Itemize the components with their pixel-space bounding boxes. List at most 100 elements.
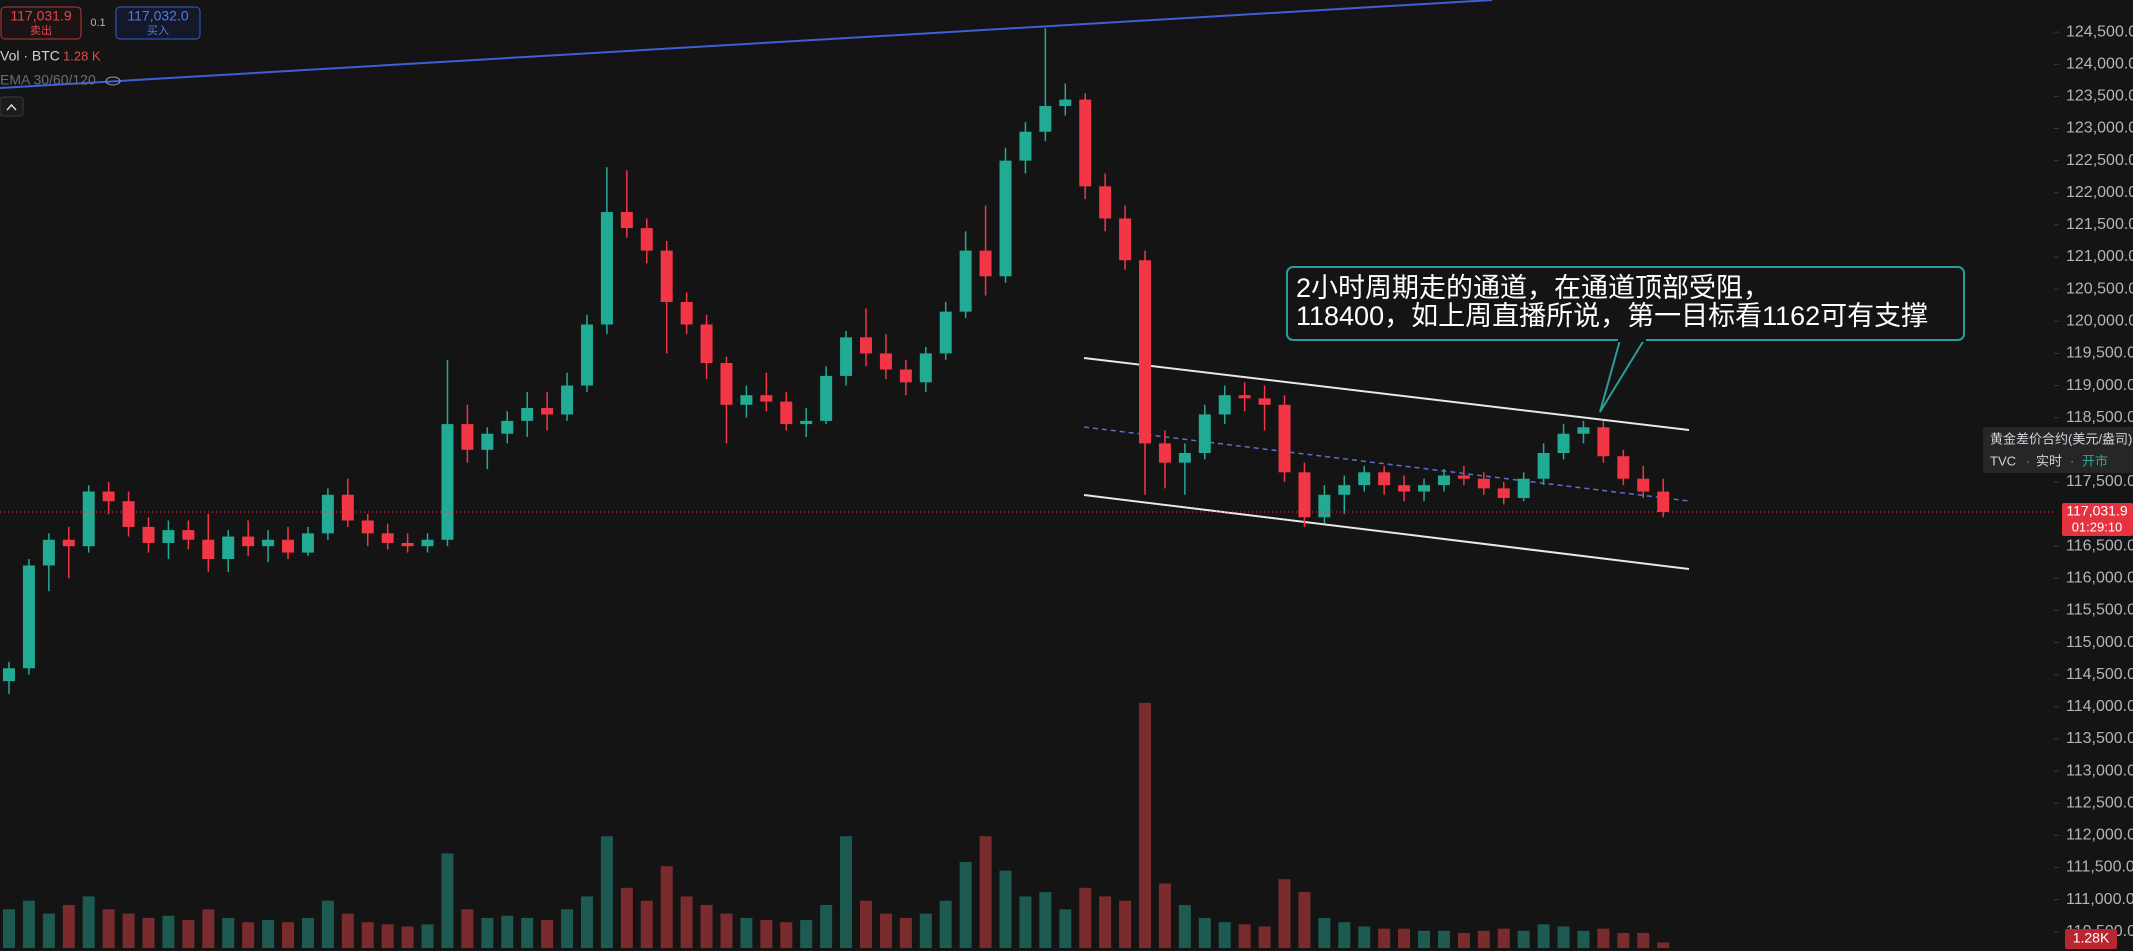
volume-bar xyxy=(820,905,833,948)
volume-label-box xyxy=(2065,929,2117,949)
volume-bar xyxy=(3,909,15,948)
spread: 0.1 xyxy=(90,17,105,29)
candle-body xyxy=(760,395,773,402)
candle-body xyxy=(182,530,195,540)
volume-bar xyxy=(321,900,334,948)
volume-bar xyxy=(1597,928,1610,948)
volume-bar xyxy=(700,905,713,948)
candle-body xyxy=(401,542,414,547)
volume-bar xyxy=(1577,930,1590,948)
volume-bar xyxy=(740,917,753,948)
candles xyxy=(3,28,1670,694)
candle-body xyxy=(62,539,75,547)
volume-bar xyxy=(660,866,673,948)
y-tick-label: 123,500.0 xyxy=(2066,88,2133,105)
volume-bar xyxy=(1258,926,1271,948)
volume-value: 1.28 K xyxy=(63,48,101,63)
volume-bar xyxy=(1238,924,1251,948)
volume-indicator: Vol · BTC xyxy=(0,48,60,64)
volume-bar xyxy=(1378,928,1391,948)
candle-body xyxy=(879,353,892,370)
channel-bottom xyxy=(1083,494,1690,570)
volume-bar xyxy=(600,836,613,948)
volume-bar xyxy=(1099,896,1112,948)
volume-bar xyxy=(202,909,215,948)
volume-bar xyxy=(840,836,853,948)
y-tick-label: 121,000.0 xyxy=(2066,248,2133,265)
candle-body xyxy=(1059,99,1072,107)
candle-body xyxy=(1119,218,1132,261)
ema-indicator[interactable]: EMA 30/60/120 xyxy=(0,72,96,88)
candle-body xyxy=(620,212,633,229)
candle-body xyxy=(700,324,713,364)
candle-body xyxy=(222,536,235,560)
y-tick-label: 119,000.0 xyxy=(2066,377,2133,394)
volume-bar xyxy=(102,909,115,948)
candle-body xyxy=(1198,414,1211,454)
candle-body xyxy=(1238,395,1251,399)
channel-top xyxy=(1083,357,1690,431)
y-tick-label: 111,500.0 xyxy=(2066,859,2133,876)
candle-body xyxy=(740,395,753,405)
candle-body xyxy=(341,494,354,521)
candle-body xyxy=(1517,478,1530,498)
volume-bar xyxy=(282,922,295,948)
volume-bar xyxy=(859,900,872,948)
visibility-icon[interactable] xyxy=(105,76,121,86)
y-tick-label: 118,500.0 xyxy=(2066,409,2133,426)
candle-body xyxy=(1218,395,1231,415)
candle-body xyxy=(820,375,833,421)
candle-body xyxy=(919,353,932,383)
candle-body xyxy=(1597,427,1610,457)
candle-body xyxy=(1477,478,1490,489)
volume-bar xyxy=(1178,905,1191,948)
drawings xyxy=(0,0,1690,570)
volume-bar xyxy=(561,909,574,948)
volume-bar xyxy=(620,887,633,948)
volume-bar xyxy=(1398,928,1411,948)
volume-bar xyxy=(939,900,952,948)
volume-bar xyxy=(680,896,693,948)
volume-bar xyxy=(1637,932,1650,948)
volume-bar xyxy=(1298,892,1311,948)
volume-bar xyxy=(1557,926,1570,948)
candle-body xyxy=(1557,433,1570,454)
candle-body xyxy=(959,250,972,312)
y-tick-label: 115,500.0 xyxy=(2066,602,2133,619)
volume-bar xyxy=(1218,922,1231,948)
candle-body xyxy=(42,539,55,566)
buy-button[interactable] xyxy=(115,6,201,40)
volume-bar xyxy=(1617,932,1630,948)
y-tick-label: 112,500.0 xyxy=(2066,794,2133,811)
annotation-line: 2小时周期走的通道，在通道顶部受阻， xyxy=(1296,273,1770,303)
collapse-icon xyxy=(6,103,17,111)
volume-bar xyxy=(1139,702,1152,948)
collapse-button[interactable] xyxy=(0,96,24,117)
volume-bar xyxy=(481,917,494,948)
candle-body xyxy=(262,539,275,547)
sell-button[interactable] xyxy=(0,6,82,40)
volume-bar xyxy=(1517,930,1530,948)
price-label-value: 117,031.9 xyxy=(2066,503,2127,519)
candle-body xyxy=(1437,475,1450,486)
candle-body xyxy=(939,311,952,354)
volume-bar xyxy=(301,917,314,948)
candle-body xyxy=(1617,456,1630,479)
candle-body xyxy=(1258,398,1271,405)
volume-bar xyxy=(1338,922,1351,948)
annotation-line: 118400，如上周直播所说，第一目标看1162可有支撑 xyxy=(1296,301,1928,331)
candle-body xyxy=(3,668,15,682)
candle-body xyxy=(1637,478,1650,492)
buy-label: 买入 xyxy=(147,24,169,37)
volume-bar xyxy=(1437,930,1450,948)
volume-layer xyxy=(3,702,1670,948)
volume-bar xyxy=(182,920,195,948)
y-tick-label: 120,000.0 xyxy=(2066,313,2133,330)
candle-body xyxy=(780,401,793,425)
symbol-info: 黄金差价合约(美元/盎司) TVC · 实时 · 开市 xyxy=(1983,427,2133,473)
y-tick-label: 121,500.0 xyxy=(2066,216,2133,233)
y-tick-label: 115,000.0 xyxy=(2066,634,2133,651)
candle-body xyxy=(1657,491,1670,513)
price-axis: 124,500.0 124,000.0 123,500.0 123,000.0 122,… xyxy=(2054,23,2133,940)
